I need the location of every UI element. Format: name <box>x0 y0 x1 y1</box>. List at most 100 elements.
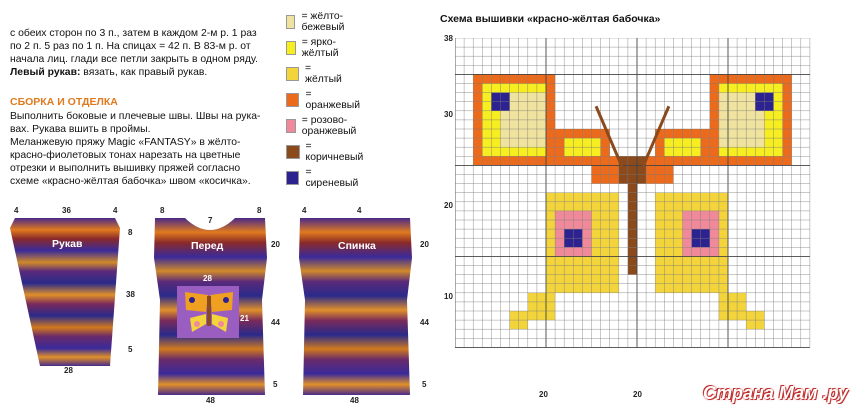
chart-cell <box>527 147 537 157</box>
chart-cell <box>682 247 692 257</box>
instructions-line-1: с обеих сторон по 3 п., затем в каждом 2… <box>10 28 257 39</box>
chart-cell <box>546 138 556 148</box>
chart-cell <box>746 110 756 120</box>
chart-cell <box>782 119 792 129</box>
embroidery-chart <box>455 38 811 348</box>
chart-cell <box>600 174 610 184</box>
chart-cell <box>764 138 774 148</box>
chart-cell <box>673 283 683 293</box>
chart-cell <box>555 138 565 148</box>
chart-cell <box>664 274 674 284</box>
chart-cell <box>718 311 728 321</box>
sleeve-shape <box>10 218 120 366</box>
chart-cell <box>536 138 546 148</box>
chart-cell <box>728 138 738 148</box>
chart-cell <box>782 83 792 93</box>
chart-cell <box>664 210 674 220</box>
chart-cell <box>555 147 565 157</box>
front-dim-neck: 7 <box>208 216 213 225</box>
chart-cell <box>773 101 783 111</box>
chart-cell <box>655 210 665 220</box>
chart-cell <box>600 265 610 275</box>
chart-cell <box>509 129 519 139</box>
chart-cell <box>546 311 556 321</box>
chart-cell <box>691 247 701 257</box>
chart-cell <box>637 156 647 166</box>
chart-cell <box>691 210 701 220</box>
chart-cell <box>564 265 574 275</box>
chart-cell <box>709 147 719 157</box>
section-line-5: отрезки и выполнить вышивку пряжей согла… <box>10 163 241 174</box>
chart-cell <box>709 156 719 166</box>
chart-cell <box>473 138 483 148</box>
chart-cell <box>746 74 756 84</box>
chart-cell <box>500 92 510 102</box>
chart-cell <box>518 138 528 148</box>
chart-cell <box>527 74 537 84</box>
chart-cell <box>518 119 528 129</box>
chart-cell <box>700 274 710 284</box>
chart-cell <box>664 156 674 166</box>
chart-cell <box>673 156 683 166</box>
chart-cell <box>773 156 783 166</box>
chart-cell <box>718 147 728 157</box>
back-dim-bottom: 48 <box>350 396 359 405</box>
chart-cell <box>600 192 610 202</box>
chart-cell <box>582 283 592 293</box>
chart-cell <box>746 129 756 139</box>
chart-cell <box>627 165 637 175</box>
chart-cell <box>755 101 765 111</box>
chart-cell <box>718 274 728 284</box>
chart-cell <box>618 156 628 166</box>
chart-cell <box>691 147 701 157</box>
chart-cell <box>609 283 619 293</box>
chart-cell <box>655 147 665 157</box>
chart-cell <box>718 83 728 93</box>
chart-cell <box>627 156 637 166</box>
y-tick-30: 30 <box>444 110 453 119</box>
chart-cell <box>564 138 574 148</box>
chart-cell <box>700 147 710 157</box>
chart-cell <box>582 256 592 266</box>
chart-cell <box>609 265 619 275</box>
chart-cell <box>509 320 519 330</box>
chart-cell <box>773 129 783 139</box>
chart-cell <box>627 201 637 211</box>
chart-cell <box>546 265 556 275</box>
legend-swatch <box>286 15 296 29</box>
chart-cell <box>718 119 728 129</box>
chart-cell <box>591 256 601 266</box>
chart-cell <box>691 138 701 148</box>
chart-cell <box>509 119 519 129</box>
chart-cell <box>682 265 692 275</box>
chart-cell <box>728 119 738 129</box>
chart-cell <box>782 110 792 120</box>
chart-cell <box>782 92 792 102</box>
chart-cell <box>582 156 592 166</box>
chart-cell <box>582 274 592 284</box>
chart-cell <box>518 92 528 102</box>
chart-cell <box>600 165 610 175</box>
chart-cell <box>500 156 510 166</box>
chart-cell <box>764 110 774 120</box>
chart-cell <box>718 201 728 211</box>
chart-cell <box>709 83 719 93</box>
chart-cell <box>709 247 719 257</box>
chart-cell <box>755 320 765 330</box>
chart-cell <box>728 101 738 111</box>
y-tick-38: 38 <box>444 34 453 43</box>
back-dim-side-bot: 5 <box>422 380 427 389</box>
left-sleeve-label: Левый рукав: <box>10 67 81 78</box>
legend-item: = жёлтый <box>286 63 344 85</box>
chart-cell <box>546 229 556 239</box>
chart-cell <box>755 92 765 102</box>
instructions-line-3: начала лиц. глади все петли закрыть в од… <box>10 54 258 65</box>
chart-cell <box>491 110 501 120</box>
back-pattern <box>299 218 412 395</box>
chart-cell <box>691 156 701 166</box>
chart-cell <box>655 274 665 284</box>
chart-cell <box>746 320 756 330</box>
chart-cell <box>655 129 665 139</box>
chart-cell <box>764 147 774 157</box>
x-tick-mid: 20 <box>633 390 642 399</box>
